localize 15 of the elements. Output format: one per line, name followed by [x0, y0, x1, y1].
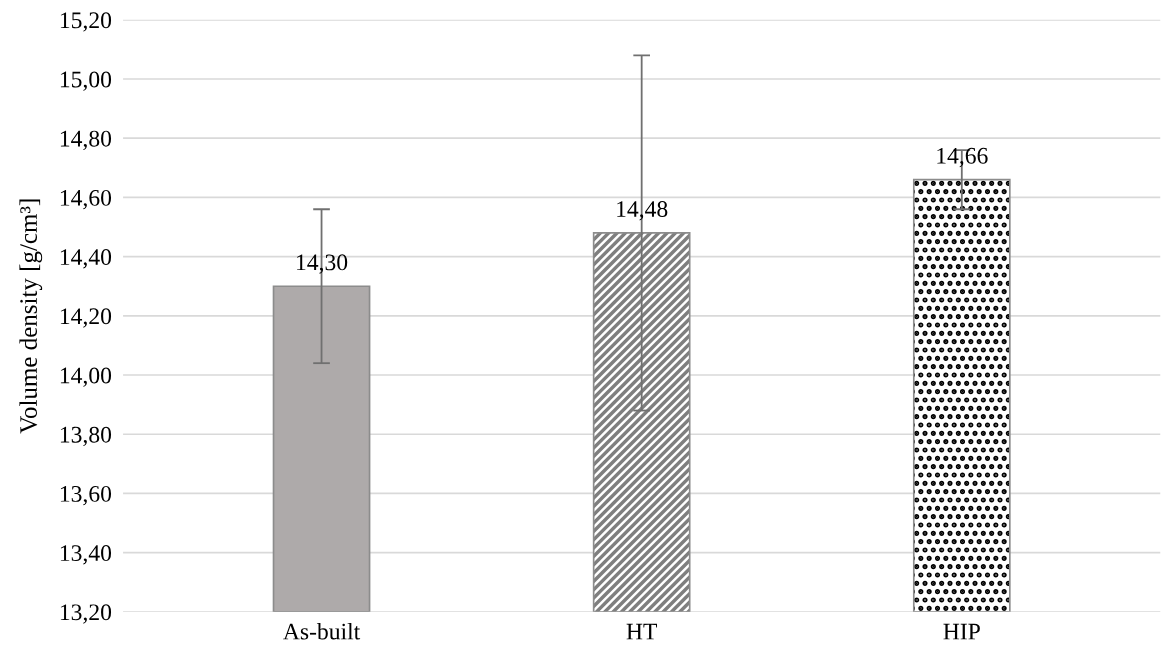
y-tick-label: 14,60 — [60, 189, 112, 210]
y-tick-label: 13,80 — [60, 426, 112, 447]
y-tick-label: 15,20 — [60, 12, 112, 32]
y-axis-title: Volume density [g/cm³] — [19, 199, 43, 434]
y-tick-label: 13,60 — [60, 485, 112, 506]
x-tick-label: HIP — [943, 623, 980, 640]
y-tick-label: 13,20 — [60, 604, 112, 624]
x-tick-label: As-built — [283, 622, 361, 640]
x-tick-label: HT — [626, 623, 658, 640]
y-tick-label: 15,00 — [60, 71, 112, 91]
y-tick-label: 14,20 — [60, 308, 112, 328]
y-tick-label: 13,40 — [60, 545, 112, 565]
y-tick-label: 14,00 — [60, 367, 112, 387]
y-tick-label: 14,80 — [60, 130, 112, 151]
y-tick-label: 14,40 — [60, 249, 112, 269]
